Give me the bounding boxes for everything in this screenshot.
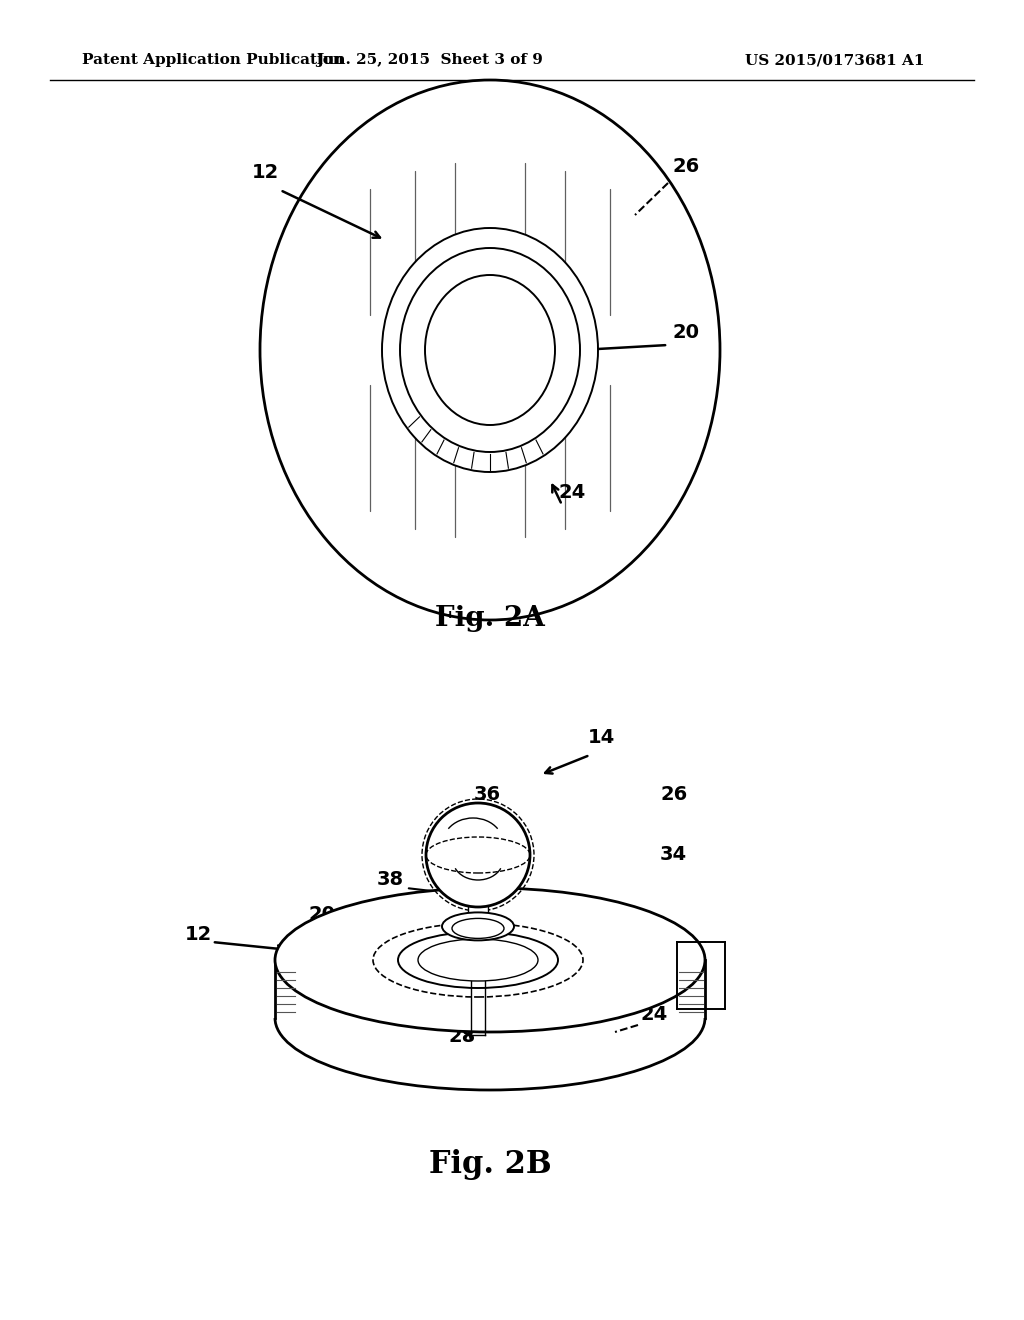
Ellipse shape xyxy=(425,275,555,425)
Ellipse shape xyxy=(398,932,558,987)
Text: Jun. 25, 2015  Sheet 3 of 9: Jun. 25, 2015 Sheet 3 of 9 xyxy=(316,53,544,67)
Text: Fig. 2A: Fig. 2A xyxy=(435,605,545,631)
Text: 20: 20 xyxy=(672,323,699,342)
Ellipse shape xyxy=(400,248,580,451)
Ellipse shape xyxy=(452,919,504,939)
Ellipse shape xyxy=(442,912,514,940)
Text: 38: 38 xyxy=(377,870,404,888)
Text: US 2015/0173681 A1: US 2015/0173681 A1 xyxy=(745,53,925,67)
Circle shape xyxy=(426,803,530,907)
Ellipse shape xyxy=(260,81,720,620)
Text: 20: 20 xyxy=(308,906,335,924)
Text: 28: 28 xyxy=(449,1027,475,1045)
Text: 34: 34 xyxy=(660,845,687,865)
Text: 24: 24 xyxy=(558,483,586,502)
Ellipse shape xyxy=(418,939,538,981)
Text: 26: 26 xyxy=(660,785,687,804)
Text: 36: 36 xyxy=(473,785,501,804)
Text: 24: 24 xyxy=(640,1005,668,1024)
Ellipse shape xyxy=(275,888,705,1032)
Text: 12: 12 xyxy=(185,925,212,944)
Bar xyxy=(468,899,488,939)
Text: 30: 30 xyxy=(430,985,457,1005)
Text: 14: 14 xyxy=(588,729,615,747)
Ellipse shape xyxy=(382,228,598,473)
Text: Patent Application Publication: Patent Application Publication xyxy=(82,53,344,67)
Text: 32: 32 xyxy=(548,979,575,999)
Text: Fig. 2B: Fig. 2B xyxy=(429,1150,551,1180)
Text: 26: 26 xyxy=(673,157,700,176)
Text: 12: 12 xyxy=(251,162,279,182)
